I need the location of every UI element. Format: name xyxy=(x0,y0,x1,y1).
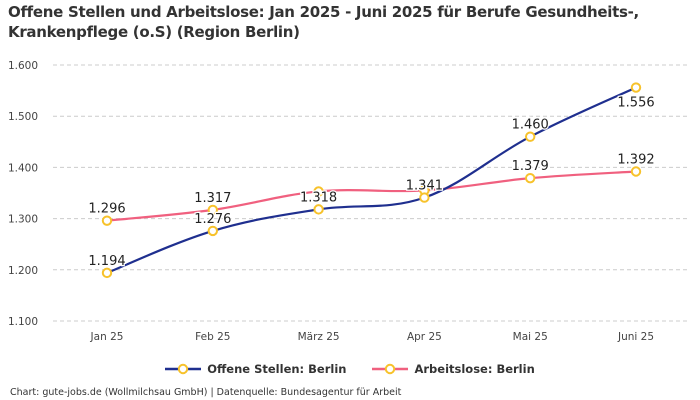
x-tick-label: Mai 25 xyxy=(513,331,548,343)
marker-arbeitslose xyxy=(101,215,113,226)
y-tick-label: 1.500 xyxy=(8,111,38,123)
series-markers xyxy=(101,82,642,279)
data-label-arbeitslose: 1.296 xyxy=(88,202,125,217)
x-tick-label: Jan 25 xyxy=(90,331,124,343)
marker-arbeitslose xyxy=(630,166,642,177)
marker-offene-stellen xyxy=(207,225,219,237)
data-label-offene-stellen: 1.460 xyxy=(512,118,549,133)
legend-offene-stellen-symbol xyxy=(165,363,202,375)
legend-item-arbeitslose[interactable]: Arbeitslose: Berlin xyxy=(372,362,535,376)
data-label-arbeitslose: 1.317 xyxy=(194,191,231,206)
line-offene-stellen xyxy=(106,86,637,274)
marker-arbeitslose xyxy=(313,186,324,197)
chart-footer-source: Chart: gute-jobs.de (Wollmilchsau GmbH) … xyxy=(10,387,402,398)
data-label-arbeitslose: 1.379 xyxy=(512,159,549,174)
series-lines xyxy=(106,86,637,274)
data-label-offene-stellen: 1.318 xyxy=(300,190,337,205)
legend-label-offene-stellen: Offene Stellen: Berlin xyxy=(207,362,347,376)
y-axis-ticks: 1.100 1.200 1.300 1.400 1.500 1.600 xyxy=(8,60,38,328)
data-labels: 1.194 1.276 1.318 1.341 1.460 1.556 1.296 1.317… xyxy=(87,94,656,270)
y-tick-label: 1.200 xyxy=(8,265,38,277)
data-label-arbeitslose: 1.392 xyxy=(617,152,654,167)
y-tick-label: 1.100 xyxy=(8,316,38,328)
y-tick-label: 1.300 xyxy=(8,214,38,226)
x-tick-label: Apr 25 xyxy=(407,331,442,343)
legend-label-arbeitslose: Arbeitslose: Berlin xyxy=(414,362,535,376)
data-label-offene-stellen: 1.194 xyxy=(88,254,125,269)
marker-offene-stellen xyxy=(525,131,536,142)
marker-arbeitslose xyxy=(207,204,219,216)
line-arbeitslose xyxy=(106,170,637,222)
legend-arbeitslose-symbol xyxy=(372,363,409,375)
marker-arbeitslose xyxy=(525,172,536,184)
legend-item-offene-stellen[interactable]: Offene Stellen: Berlin xyxy=(165,362,346,376)
y-tick-label: 1.400 xyxy=(8,162,38,174)
data-label-offene-stellen: 1.276 xyxy=(194,212,231,227)
marker-offene-stellen xyxy=(101,267,113,279)
x-tick-label: Juni 25 xyxy=(617,331,654,343)
legend: Offene Stellen: Berlin Arbeitslose: Berl… xyxy=(0,362,700,376)
gridlines xyxy=(53,64,688,322)
marker-offene-stellen xyxy=(630,82,642,93)
marker-offene-stellen xyxy=(313,204,324,215)
x-axis-ticks: Jan 25 Feb 25 März 25 Apr 25 Mai 25 Juni 25 xyxy=(90,331,654,343)
x-tick-label: Feb 25 xyxy=(195,331,230,343)
data-label-offene-stellen: 1.556 xyxy=(617,96,654,111)
data-label-offene-stellen: 1.341 xyxy=(406,179,443,194)
y-tick-label: 1.600 xyxy=(8,60,38,72)
x-tick-label: März 25 xyxy=(298,331,340,343)
marker-offene-stellen xyxy=(419,192,430,203)
chart-title: Offene Stellen und Arbeitslose: Jan 2025… xyxy=(8,3,639,41)
